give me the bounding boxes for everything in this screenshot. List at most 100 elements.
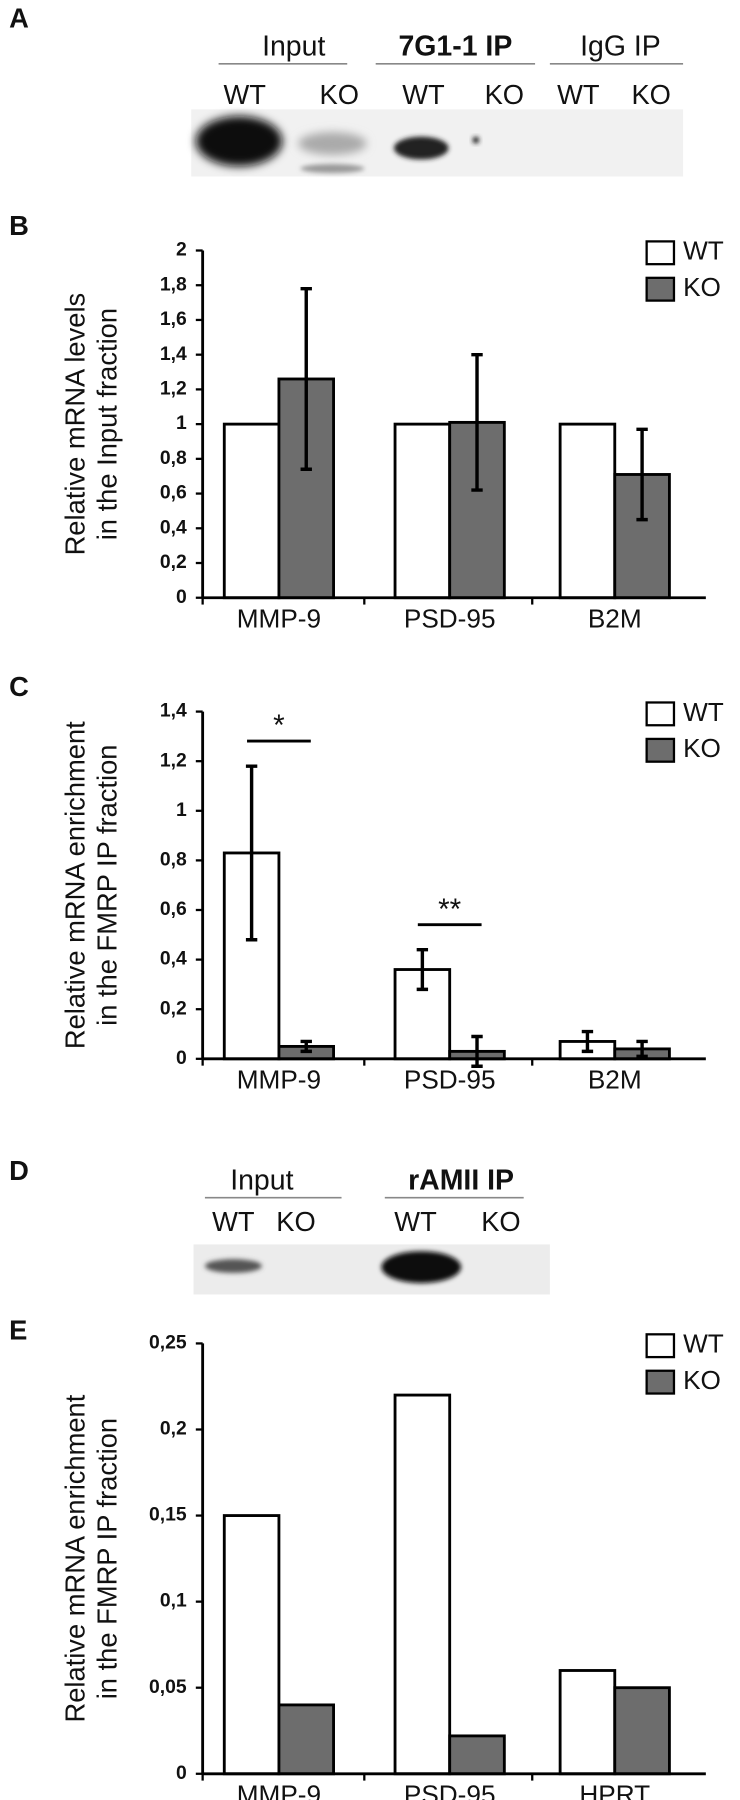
error-bar <box>300 286 312 471</box>
panel-letter: B <box>9 210 29 241</box>
lane-label: WT <box>224 79 267 110</box>
panel-letter: C <box>9 671 29 702</box>
y-axis-title: in the Input fraction <box>92 308 123 540</box>
bar <box>277 1703 335 1776</box>
error-bar <box>636 427 648 522</box>
bar <box>222 1514 281 1776</box>
y-axis-title: Relative mRNA levels <box>60 293 91 556</box>
group-label: IgG IP <box>580 30 661 62</box>
x-tick-label: HPRT <box>579 1779 650 1800</box>
y-tick-label: 0,2 <box>160 551 187 573</box>
bar <box>613 1686 671 1776</box>
legend-swatch <box>645 276 676 302</box>
legend-label: KO <box>683 1365 721 1395</box>
y-tick-label: 0,05 <box>149 1676 187 1698</box>
y-tick-label: 2 <box>176 239 187 261</box>
y-tick-label: 0,4 <box>160 516 187 538</box>
y-axis-title: in the FMRP IP fraction <box>92 1418 123 1699</box>
legend-label: WT <box>683 1329 724 1359</box>
y-tick-label: 1 <box>176 799 187 821</box>
legend-swatch <box>645 1333 676 1359</box>
lane-label: WT <box>394 1206 437 1237</box>
x-tick-label: B2M <box>588 1065 642 1095</box>
bar <box>222 422 281 600</box>
lane-label: WT <box>212 1206 255 1237</box>
y-tick-label: 1 <box>176 412 187 434</box>
bar <box>558 422 617 600</box>
x-tick-label: MMP-9 <box>237 1065 321 1095</box>
bar <box>393 422 452 600</box>
x-tick-label: PSD-95 <box>404 1779 496 1800</box>
error-bar <box>471 352 483 492</box>
significance-label: ** <box>438 893 462 926</box>
lane-label: KO <box>481 1206 520 1237</box>
bar <box>448 1734 506 1776</box>
error-bar <box>300 1039 312 1054</box>
blot-band <box>300 163 365 174</box>
y-tick-label: 0,15 <box>149 1504 187 1526</box>
group-label: 7G1-1 IP <box>398 30 512 62</box>
x-tick-label: B2M <box>588 603 642 633</box>
error-bar <box>416 947 429 992</box>
blot-band <box>381 1251 462 1284</box>
group-label: rAMII IP <box>408 1164 514 1196</box>
blot-band <box>204 1259 262 1273</box>
y-tick-label: 0,2 <box>160 997 187 1019</box>
y-axis-title: in the FMRP IP fraction <box>92 745 123 1026</box>
blot-band <box>195 116 283 167</box>
x-tick-label: MMP-9 <box>237 1779 321 1800</box>
blot-band <box>472 136 480 144</box>
panel-letter: D <box>9 1155 29 1186</box>
y-tick-label: 0,1 <box>160 1590 187 1612</box>
error-bar <box>636 1039 648 1059</box>
legend-swatch <box>645 1369 676 1395</box>
y-tick-label: 1,4 <box>160 343 187 365</box>
x-tick-label: PSD-95 <box>404 1065 496 1095</box>
lane-label: KO <box>276 1206 315 1237</box>
y-tick-label: 1,2 <box>160 749 187 771</box>
y-tick-label: 0,4 <box>160 948 187 970</box>
y-tick-label: 0,25 <box>149 1332 187 1354</box>
group-label: Input <box>262 30 325 62</box>
y-tick-label: 0 <box>176 1047 187 1069</box>
legend-swatch <box>645 737 676 763</box>
y-tick-label: 1,4 <box>160 700 187 722</box>
y-tick-label: 0,6 <box>160 898 187 920</box>
x-tick-label: MMP-9 <box>237 603 321 633</box>
error-bar <box>581 1029 594 1054</box>
x-tick-label: PSD-95 <box>404 603 496 633</box>
error-bar <box>471 1034 483 1068</box>
y-axis-title: Relative mRNA enrichment <box>60 1394 91 1722</box>
bar <box>393 1393 452 1776</box>
legend-label: WT <box>683 236 724 266</box>
legend-swatch <box>645 701 676 727</box>
lane-label: WT <box>557 79 600 110</box>
blot-band <box>393 136 449 160</box>
lane-label: WT <box>402 79 445 110</box>
y-axis-title: Relative mRNA enrichment <box>60 721 91 1049</box>
legend-label: WT <box>683 697 724 727</box>
y-tick-label: 0,8 <box>160 447 187 469</box>
panel-letter: A <box>9 3 29 34</box>
blot-band <box>298 132 367 155</box>
error-bar <box>245 764 258 942</box>
significance-label: * <box>273 709 285 742</box>
y-tick-label: 1,6 <box>160 308 187 330</box>
y-tick-label: 0 <box>176 1762 187 1784</box>
lane-label: KO <box>320 79 359 110</box>
bar <box>558 1669 617 1776</box>
panel-letter: E <box>9 1314 27 1345</box>
y-tick-label: 0,2 <box>160 1418 187 1440</box>
legend-swatch <box>645 240 676 266</box>
group-label: Input <box>230 1164 293 1196</box>
legend-label: KO <box>683 272 721 302</box>
y-tick-label: 1,2 <box>160 378 187 400</box>
y-tick-label: 0 <box>176 586 187 608</box>
y-tick-label: 1,8 <box>160 273 187 295</box>
lane-label: KO <box>485 79 524 110</box>
lane-label: KO <box>631 79 670 110</box>
legend-label: KO <box>683 733 721 763</box>
y-tick-label: 0,6 <box>160 482 187 504</box>
y-tick-label: 0,8 <box>160 849 187 871</box>
